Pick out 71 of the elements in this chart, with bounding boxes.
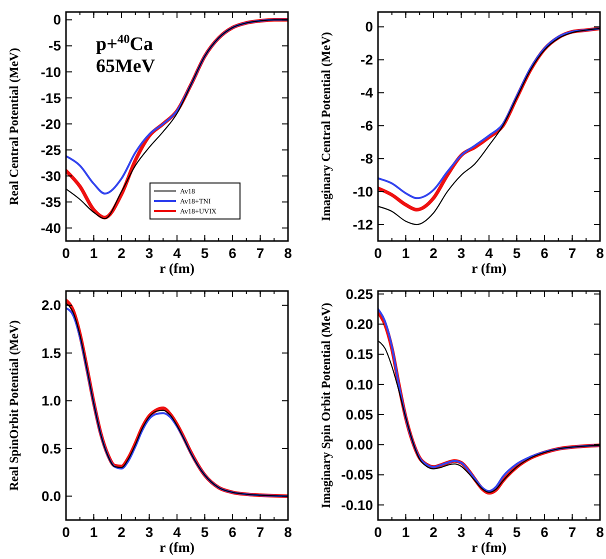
annotation: p+$^{40}$Ca xyxy=(96,32,154,55)
y-tick-label: -12 xyxy=(352,216,374,232)
y-tick-label: -10 xyxy=(40,64,62,80)
x-tick-label: 1 xyxy=(402,524,410,540)
annotation: 65MeV xyxy=(96,56,156,77)
x-tick-label: 7 xyxy=(568,524,576,540)
y-tick-label: 2.0 xyxy=(42,297,62,314)
x-tick-label: 3 xyxy=(145,245,154,261)
x-tick-label: 3 xyxy=(145,524,154,540)
x-axis-title: r (fm) xyxy=(471,262,507,277)
x-tick-label: 6 xyxy=(540,245,549,261)
y-axis-title: Real Central Potential (MeV) xyxy=(7,48,21,206)
x-axis-title: r (fm) xyxy=(159,262,195,277)
x-tick-label: 7 xyxy=(568,245,576,261)
y-tick-label: -8 xyxy=(360,150,374,167)
x-tick-label: 6 xyxy=(228,524,237,540)
y-tick-label: -30 xyxy=(40,168,62,184)
y-tick-label: -25 xyxy=(40,142,62,158)
y-tick-label: 0.20 xyxy=(346,316,374,332)
x-tick-label: 5 xyxy=(512,524,521,540)
y-tick-label: 0 xyxy=(365,18,374,35)
y-tick-label: -40 xyxy=(40,220,62,236)
y-tick-label: 0 xyxy=(53,12,62,28)
x-tick-label: 5 xyxy=(200,524,209,540)
x-tick-label: 7 xyxy=(256,524,264,540)
x-tick-label: 1 xyxy=(90,524,98,540)
x-axis-title: r (fm) xyxy=(471,541,507,556)
y-tick-label: 1.5 xyxy=(42,344,62,361)
y-axis-title: Imaginary Spin Orbit Potential (MeV) xyxy=(319,302,333,508)
x-tick-label: 7 xyxy=(256,245,264,261)
x-tick-label: 6 xyxy=(540,524,549,540)
y-tick-label: -15 xyxy=(40,90,62,106)
x-tick-label: 3 xyxy=(457,524,466,540)
y-tick-label: -4 xyxy=(360,84,374,101)
x-tick-label: 2 xyxy=(430,245,438,261)
y-tick-label: -10 xyxy=(352,183,374,200)
y-tick-label: -2 xyxy=(360,52,374,68)
x-tick-label: 2 xyxy=(118,524,126,540)
y-tick-label: 0.00 xyxy=(346,436,374,453)
y-tick-label: 0.10 xyxy=(346,376,374,392)
y-tick-label: 0.15 xyxy=(346,346,374,362)
y-tick-label: 0.5 xyxy=(42,440,62,456)
x-tick-label: 1 xyxy=(402,245,410,261)
y-tick-label: -35 xyxy=(40,194,62,210)
y-tick-label: 1.0 xyxy=(42,392,62,409)
x-tick-label: 8 xyxy=(284,524,292,540)
x-tick-label: 8 xyxy=(596,524,604,540)
x-tick-label: 6 xyxy=(228,245,237,261)
x-tick-label: 3 xyxy=(457,245,466,261)
y-tick-label: 0.05 xyxy=(346,406,374,422)
x-axis-title: r (fm) xyxy=(159,541,195,556)
x-tick-label: 5 xyxy=(200,245,209,261)
x-tick-label: 2 xyxy=(118,245,126,261)
y-tick-label: 0.0 xyxy=(42,488,62,504)
x-tick-label: 4 xyxy=(173,245,182,261)
x-tick-label: 8 xyxy=(284,245,292,261)
y-tick-label: 0.25 xyxy=(346,286,374,302)
y-tick-label: -20 xyxy=(40,116,62,132)
x-tick-label: 8 xyxy=(596,245,604,261)
y-tick-label: -6 xyxy=(360,118,374,134)
y-tick-label: -0.05 xyxy=(341,466,374,483)
x-tick-label: 1 xyxy=(90,245,98,261)
x-tick-label: 4 xyxy=(485,245,494,261)
y-tick-label: -0.10 xyxy=(341,496,374,513)
x-tick-label: 4 xyxy=(173,524,182,540)
x-tick-label: 2 xyxy=(430,524,438,540)
x-tick-label: 4 xyxy=(485,524,494,540)
y-axis-title: Imaginary Central Potential (MeV) xyxy=(319,32,333,222)
y-axis-title: Real SpinOrbit Potential (MeV) xyxy=(7,320,21,491)
x-tick-label: 5 xyxy=(512,245,521,261)
y-tick-label: -5 xyxy=(48,38,62,54)
